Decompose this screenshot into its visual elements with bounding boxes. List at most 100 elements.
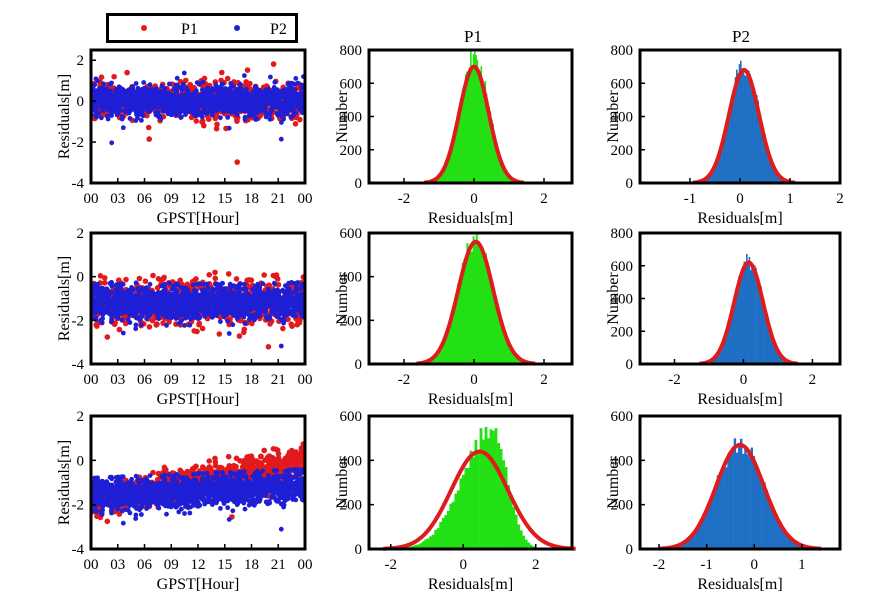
r2-scatter-point-p1 [116,326,123,333]
r2-scatter-point-p1 [265,344,272,350]
r1-hist-p2-bar [774,169,777,183]
r2-scatter-point-p1 [122,320,129,327]
r2-scatter-point-p1 [193,276,199,282]
r1-hist-p2-bar [765,141,767,183]
r2-scatter-point-p2 [191,282,196,288]
r1-scatter-xtick-label: 15 [217,191,232,207]
r2-scatter-point-p2 [120,330,126,336]
r1-hist-p1-bar [509,177,511,183]
r2-scatter-point-p2 [242,321,248,326]
r1-scatter-point-p2 [295,80,301,86]
r1-hist-p1-bar [476,59,479,184]
r1-scatter-point-p2 [191,111,197,117]
r1-scatter-point-p2 [199,87,205,93]
r1-hist-p1-ytick-label: 400 [340,110,363,126]
r1-hist-p2-bar [709,174,711,183]
r1-hist-p1-bar [500,157,502,183]
r1-hist-p2-bar [749,74,751,183]
r2-scatter-point-p2 [214,293,220,299]
r1-scatter-point-p2 [99,115,104,121]
r1-hist-p2-ytick-label: 600 [611,76,634,92]
r1-scatter-point-p2 [251,96,256,102]
r1-hist-p1-bar [498,156,501,183]
r1-scatter-point-p1 [270,61,277,67]
r2-scatter-point-p1 [216,331,223,337]
r1-hist-p1-bar [472,54,475,183]
r2-scatter-point-p2 [237,287,243,293]
r1-scatter-point-p2 [183,85,189,91]
r1-hist-p2-bar [780,177,782,183]
r1-scatter-point-p2 [113,87,119,92]
r1-scatter-point-p2 [276,111,281,116]
r1-scatter-point-p2 [267,116,273,122]
r1-hist-p1-xtick-label: 2 [540,191,548,207]
r1-scatter-point-p2 [202,110,208,116]
r1-scatter-series-p2 [91,70,305,146]
r1-scatter-point-p2 [122,109,128,115]
r1-scatter-point-p2 [272,100,278,106]
r1-hist-p1-bar [458,107,460,183]
r1-scatter-point-p2 [223,106,229,111]
r2-scatter-point-p2 [168,315,174,321]
r1-scatter-point-p2 [207,91,212,97]
r1-scatter-point-p2 [219,104,225,110]
r2-scatter-point-p2 [253,290,259,296]
r1-hist-p1-bar [463,89,466,183]
r1-scatter-point-p2 [206,108,212,114]
r1-hist-p1-bar [483,87,485,183]
r1-scatter-point-p2 [173,98,179,104]
r1-hist-p1-bar [508,175,510,183]
r1-scatter-ytick-label: -2 [72,135,85,151]
r2-scatter-point-p2 [260,281,266,287]
r1-hist-p2-bar [717,157,719,183]
r1-scatter-point-p2 [109,113,114,118]
r2-scatter-point-p1 [194,328,200,335]
r2-scatter-point-p2 [175,314,180,320]
r1-scatter-point-p2 [98,95,104,101]
r1-scatter-point-p1 [124,69,130,76]
r1-scatter-point-p2 [262,106,268,112]
r2-scatter-point-p1 [236,333,243,339]
r2-scatter-point-p2 [293,286,299,292]
r1-scatter-point-p2 [195,103,201,108]
r2-scatter-point-p1 [196,321,202,328]
r1-scatter-point-p2 [268,74,273,80]
r1-hist-p2-bar [762,127,765,183]
r1-hist-p1-bar [437,177,439,183]
r2-scatter-point-p2 [139,322,144,328]
r1-scatter-point-p2 [181,81,186,87]
r2-scatter-point-p1 [261,272,268,278]
r1-scatter-point-p2 [150,90,156,95]
r2-scatter-point-p1 [177,277,183,284]
r1-scatter-point-p1 [234,159,240,165]
r1-hist-p2-bar [753,92,755,183]
r1-scatter-point-p2 [290,100,296,105]
r1-scatter-point-p2 [261,94,267,100]
r1-scatter-xtick-label: 03 [110,191,125,207]
r2-scatter-point-p1 [123,276,129,283]
r1-scatter-ytick-label: -4 [72,176,85,192]
r2-scatter-point-p2 [191,314,197,320]
r1-scatter-point-p2 [224,91,230,96]
r2-scatter-point-p1 [150,272,156,279]
r1-hist-p1-bar [462,96,464,183]
r2-scatter-point-p1 [229,365,235,371]
r2-scatter-series-p2 [91,279,305,349]
r1-scatter-point-p2 [297,107,303,112]
r2-scatter-point-p2 [220,280,226,286]
r1-scatter-point-p1 [193,118,200,124]
r1-scatter-point-p2 [285,98,291,104]
r2-scatter-point-p1 [267,321,273,327]
r1-scatter-point-p2 [226,125,232,131]
r1-hist-p1-bar [493,134,496,183]
r1-hist-p1-bar [501,162,503,183]
r1-hist-p1-bar [491,119,493,183]
r1-hist-p2-bar [712,168,714,183]
r2-scatter-point-p1 [199,325,206,332]
r1-hist-p2-ytick-label: 200 [611,143,634,159]
r1-scatter-point-p2 [170,107,176,112]
r1-hist-p2-bar [725,122,727,183]
r1-hist-p2-bar [746,76,749,183]
r1-scatter-point-p2 [93,107,98,113]
r1-scatter: 20-2-400 03 06 09 12 15 18 21 00GPST[Hour]Residu… [56,48,313,227]
